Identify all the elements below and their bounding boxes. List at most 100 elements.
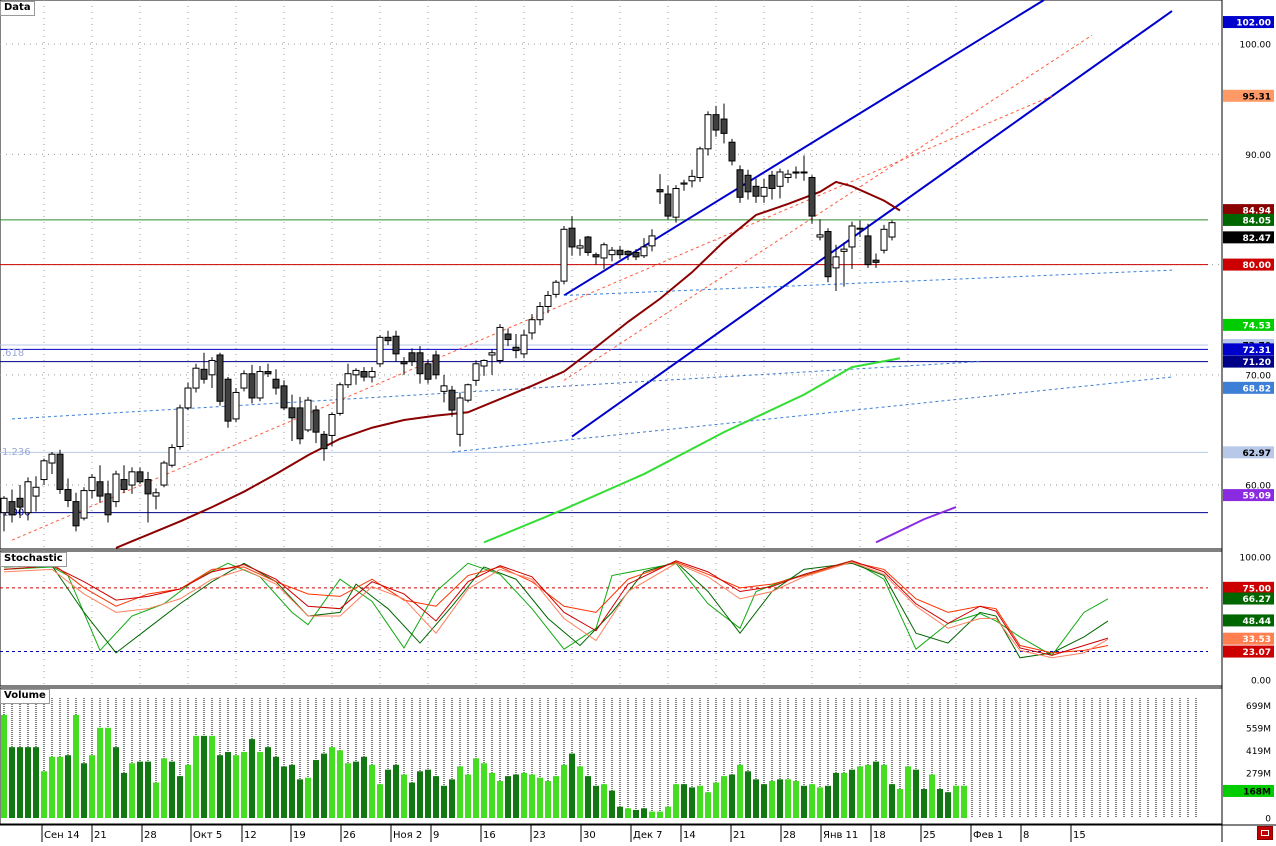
candle-body (0, 497, 8, 514)
volume-bar (33, 747, 39, 818)
price-badge-bg (1223, 381, 1274, 394)
volume-bar (273, 756, 279, 818)
candle-body (624, 250, 632, 256)
volume-bar (281, 766, 287, 818)
stoch-badge-bg (1223, 614, 1274, 627)
candle-body (632, 251, 640, 258)
volume-bar (489, 772, 495, 818)
volume-bar (9, 747, 15, 818)
volume-bar (305, 777, 311, 818)
candle-body (344, 373, 352, 386)
price-badge: 72.31 (1243, 346, 1271, 356)
candle-body (320, 433, 328, 450)
volume-bar (865, 764, 871, 818)
candle-body (512, 346, 520, 352)
candle-body (304, 399, 312, 431)
volume-bar (585, 776, 591, 818)
candle-body (104, 493, 112, 516)
volume-badge-bg (1223, 784, 1274, 797)
price-badge-bg (1223, 343, 1274, 356)
time-axis-label: Янв 11 (823, 830, 858, 841)
price-tick-label: 100.00 (1240, 41, 1272, 51)
volume-bar (121, 772, 127, 818)
volume-tick-label: 559M (1246, 724, 1271, 734)
stoch-badge: 33.53 (1243, 635, 1271, 645)
price-badge: 71.20 (1243, 358, 1271, 368)
volume-pane-title: Volume (0, 689, 50, 704)
volume-bar (65, 755, 71, 818)
candle-body (48, 453, 56, 464)
volume-bar (417, 771, 423, 818)
volume-bar (377, 784, 383, 818)
candle-body (792, 171, 800, 174)
volume-bar (345, 763, 351, 818)
candle-body (576, 245, 584, 249)
price-badge-bg (1223, 318, 1274, 331)
candle-body (560, 228, 568, 282)
volume-bar (433, 776, 439, 818)
volume-bar (729, 774, 735, 818)
scroll-end-button[interactable] (1257, 826, 1273, 840)
volume-bar (337, 750, 343, 818)
volume-bar (17, 747, 23, 818)
ma-purple-line (875, 506, 957, 544)
volume-tick-label: 0 (1265, 815, 1271, 825)
volume-bar (905, 766, 911, 818)
candle-body (648, 235, 656, 247)
candle-body (544, 294, 552, 307)
volume-bar (401, 774, 407, 818)
candle-body (656, 189, 664, 193)
price-badge: 74.53 (1243, 321, 1271, 331)
volume-bar (705, 792, 711, 818)
stoch-badge: 48.44 (1243, 617, 1271, 627)
time-axis-label: 30 (583, 830, 596, 841)
candle-body (880, 228, 888, 251)
candle-body (200, 368, 208, 380)
candle-body (808, 176, 816, 217)
candle-body (496, 326, 504, 361)
stochastic-line (4, 561, 1109, 654)
volume-bar (177, 776, 183, 818)
time-axis-label: 18 (873, 830, 886, 841)
volume-bar (817, 787, 823, 818)
candle-body (72, 501, 80, 527)
candle-body (224, 378, 232, 422)
ma-green-line (483, 357, 901, 544)
volume-bar (385, 769, 391, 818)
candle-body (704, 114, 712, 150)
candle-body (32, 486, 40, 497)
candle-body (192, 367, 200, 389)
stoch-badge-bg (1223, 632, 1274, 645)
time-axis-label: 9 (433, 830, 439, 841)
candle-body (832, 256, 840, 269)
volume-bar (793, 780, 799, 818)
volume-bar (881, 764, 887, 818)
volume-bar (777, 779, 783, 818)
volume-bar (1, 714, 7, 818)
candle-body (768, 174, 776, 190)
stoch-badge: 66.27 (1243, 595, 1271, 605)
volume-bar (209, 735, 215, 818)
volume-bar (41, 771, 47, 818)
candle-body (208, 359, 216, 376)
time-axis-label: 25 (923, 830, 936, 841)
volume-bar (689, 787, 695, 818)
candle-body (584, 236, 592, 253)
candle-body (360, 371, 368, 378)
candle-body (272, 378, 280, 389)
time-axis-label: Сен 14 (44, 830, 80, 841)
candle-body (480, 359, 488, 367)
price-badge: 62.97 (1243, 449, 1271, 459)
stoch-badge: 75.00 (1243, 584, 1271, 594)
stochastic-line (3, 560, 1109, 656)
volume-bar (937, 789, 943, 818)
fib-label: 1.236 (2, 447, 31, 458)
volume-bar (537, 777, 543, 818)
time-axis-label: 23 (533, 830, 546, 841)
candle-body (280, 385, 288, 409)
time-axis-label: 28 (783, 830, 796, 841)
price-tick-label: 60.00 (1245, 482, 1271, 492)
price-badge-bg (1223, 16, 1274, 29)
